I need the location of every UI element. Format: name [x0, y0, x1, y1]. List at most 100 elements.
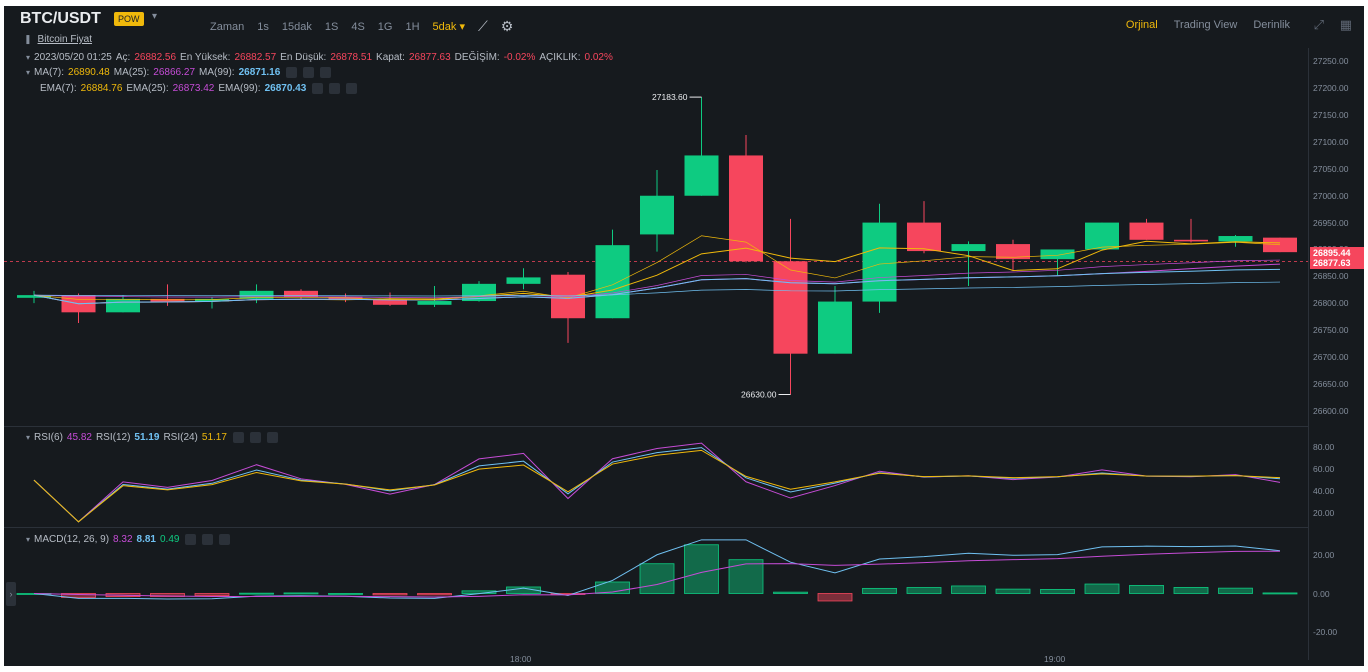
change-value: -0.02% — [503, 52, 536, 63]
collapse-caret-icon[interactable]: ▾ — [26, 433, 31, 442]
candle-body — [106, 298, 140, 313]
macd-histogram-bar — [862, 587, 897, 594]
tf-4S[interactable]: 4S — [351, 20, 365, 33]
rsi6-line — [33, 442, 1281, 523]
symbol-title[interactable]: BTC/USDT — [20, 10, 101, 27]
settings-icon[interactable] — [303, 67, 315, 78]
chart-window: BTC/USDT POW ▾ ❚ Bitcoin Fiyat Zaman 1s … — [4, 6, 1364, 666]
panel-divider[interactable] — [4, 426, 1308, 427]
close-icon[interactable] — [346, 83, 358, 94]
panel-divider[interactable] — [4, 527, 1308, 528]
eye-icon[interactable] — [312, 83, 324, 94]
high-annotation: 27183.60 — [652, 92, 688, 102]
chart-canvas[interactable]: 27183.60 26630.00 — [4, 6, 1308, 666]
price-axis-tick: 27000.00 — [1313, 190, 1349, 201]
macd-histogram-bar — [1173, 587, 1209, 594]
ema25-value: 26873.42 — [172, 83, 215, 94]
macd-hist-value: 0.49 — [159, 534, 180, 545]
macd-histogram-bar — [372, 593, 408, 596]
macd-histogram-bar — [417, 593, 452, 596]
tab-trading-view[interactable]: Trading View — [1173, 19, 1238, 31]
macd-dea-value: 8.81 — [136, 534, 156, 545]
macd-axis-tick: -20.00 — [1313, 626, 1338, 637]
price-axis-tick: 26800.00 — [1313, 298, 1349, 309]
tf-1s[interactable]: 1s — [257, 20, 269, 33]
close-icon[interactable] — [219, 534, 231, 545]
candle-body — [595, 245, 630, 319]
tf-1H[interactable]: 1H — [405, 20, 420, 33]
settings-icon[interactable] — [249, 432, 261, 443]
ohlc-date: 2023/05/20 01:25 — [34, 52, 112, 63]
close-icon[interactable] — [320, 67, 332, 78]
subtitle[interactable]: ❚ Bitcoin Fiyat — [24, 34, 92, 45]
tf-5dak[interactable]: 5dak ▾ — [432, 21, 465, 33]
candle-body — [773, 261, 808, 354]
macd-histogram-bar — [906, 587, 942, 594]
fullscreen-icon[interactable]: ⤢ — [1313, 17, 1324, 32]
candle-body — [150, 298, 185, 302]
candle-body — [907, 222, 941, 252]
eye-icon[interactable] — [185, 534, 197, 545]
price-axis-tick: 27150.00 — [1313, 110, 1349, 121]
tf-zaman[interactable]: Zaman — [210, 20, 245, 33]
layout-grid-icon[interactable]: ▦ — [1339, 17, 1352, 32]
price-axis-tick: 26600.00 — [1313, 405, 1349, 416]
rsi12-label: RSI(12) — [95, 432, 131, 443]
open-value: 26882.56 — [134, 52, 177, 63]
candle-body — [239, 290, 274, 299]
open-label: Aç: — [115, 52, 131, 63]
candle-body — [506, 277, 541, 284]
macd-histogram-bar — [1129, 585, 1164, 594]
macd-histogram-bar — [1262, 592, 1298, 595]
rsi-axis-tick: 40.00 — [1313, 486, 1335, 497]
symbol-dropdown-icon[interactable]: ▾ — [152, 11, 158, 22]
time-tick-1800: 18:00 — [510, 654, 532, 664]
price-axis[interactable]: 27250.00 27200.00 27150.00 27100.00 27050.00… — [1308, 48, 1364, 660]
subtitle-link[interactable]: Bitcoin Fiyat — [37, 34, 93, 45]
tab-orjinal[interactable]: Orjinal — [1125, 19, 1158, 31]
collapse-caret-icon[interactable]: ▾ — [26, 68, 31, 77]
close-value: 26877.63 — [408, 52, 451, 63]
candle-body — [1218, 236, 1253, 242]
rsi12-line — [33, 447, 1281, 523]
ema-readout: EMA(7): 26884.76 EMA(25): 26873.42 EMA(9… — [40, 83, 358, 94]
gear-icon[interactable]: ⚙ — [500, 18, 514, 34]
settings-icon[interactable] — [202, 534, 214, 545]
ema7-value: 26884.76 — [80, 83, 123, 94]
amp-value: 0.02% — [584, 52, 613, 63]
macd-readout: ▾ MACD(12, 26, 9) 8.32 8.81 0.49 — [26, 534, 231, 545]
ma99-label: MA(99): — [199, 67, 235, 78]
ma7-label: MA(7): — [34, 67, 65, 78]
settings-icon[interactable] — [329, 83, 341, 94]
collapse-caret-icon[interactable]: ▾ — [26, 53, 31, 62]
tf-15dak[interactable]: 15dak — [281, 20, 312, 33]
low-value: 26878.51 — [330, 52, 373, 63]
eye-icon[interactable] — [286, 67, 298, 78]
ema7-line — [33, 235, 1281, 301]
macd-histogram-bar — [61, 593, 96, 598]
price-axis-tick: 27050.00 — [1313, 163, 1349, 174]
macd-histogram-bar — [684, 544, 719, 594]
change-label: DEĞİŞİM: — [454, 52, 500, 63]
collapse-caret-icon[interactable]: ▾ — [26, 535, 31, 544]
ma-readout: ▾ MA(7): 26890.48 MA(25): 26866.27 MA(99… — [26, 67, 332, 78]
price-axis-tick: 26850.00 — [1313, 271, 1349, 282]
tf-1G[interactable]: 1G — [377, 20, 393, 33]
close-icon[interactable] — [266, 432, 278, 443]
ma25-label: MA(25): — [113, 67, 150, 78]
tab-derinlik[interactable]: Derinlik — [1253, 19, 1290, 31]
macd-label: MACD(12, 26, 9) — [34, 534, 110, 545]
candle-body — [818, 301, 852, 354]
close-label: Kapat: — [376, 52, 405, 63]
collapse-toggle-icon[interactable]: › — [6, 582, 16, 606]
timeframe-bar: Zaman 1s 15dak 1S 4S 1G 1H 5dak ▾ ⟋ ⚙ — [210, 18, 513, 35]
pow-badge: POW — [114, 12, 144, 26]
indicator-icon[interactable]: ⟋ — [477, 18, 488, 34]
macd-histogram-bar — [995, 588, 1031, 594]
tf-1S[interactable]: 1S — [324, 20, 339, 33]
ema99-label: EMA(99): — [218, 83, 261, 94]
chart-header: BTC/USDT POW ▾ ❚ Bitcoin Fiyat Zaman 1s … — [4, 6, 1364, 48]
eye-icon[interactable] — [232, 432, 244, 443]
price-axis-tick: 26700.00 — [1313, 351, 1349, 362]
candle-body — [195, 298, 229, 302]
